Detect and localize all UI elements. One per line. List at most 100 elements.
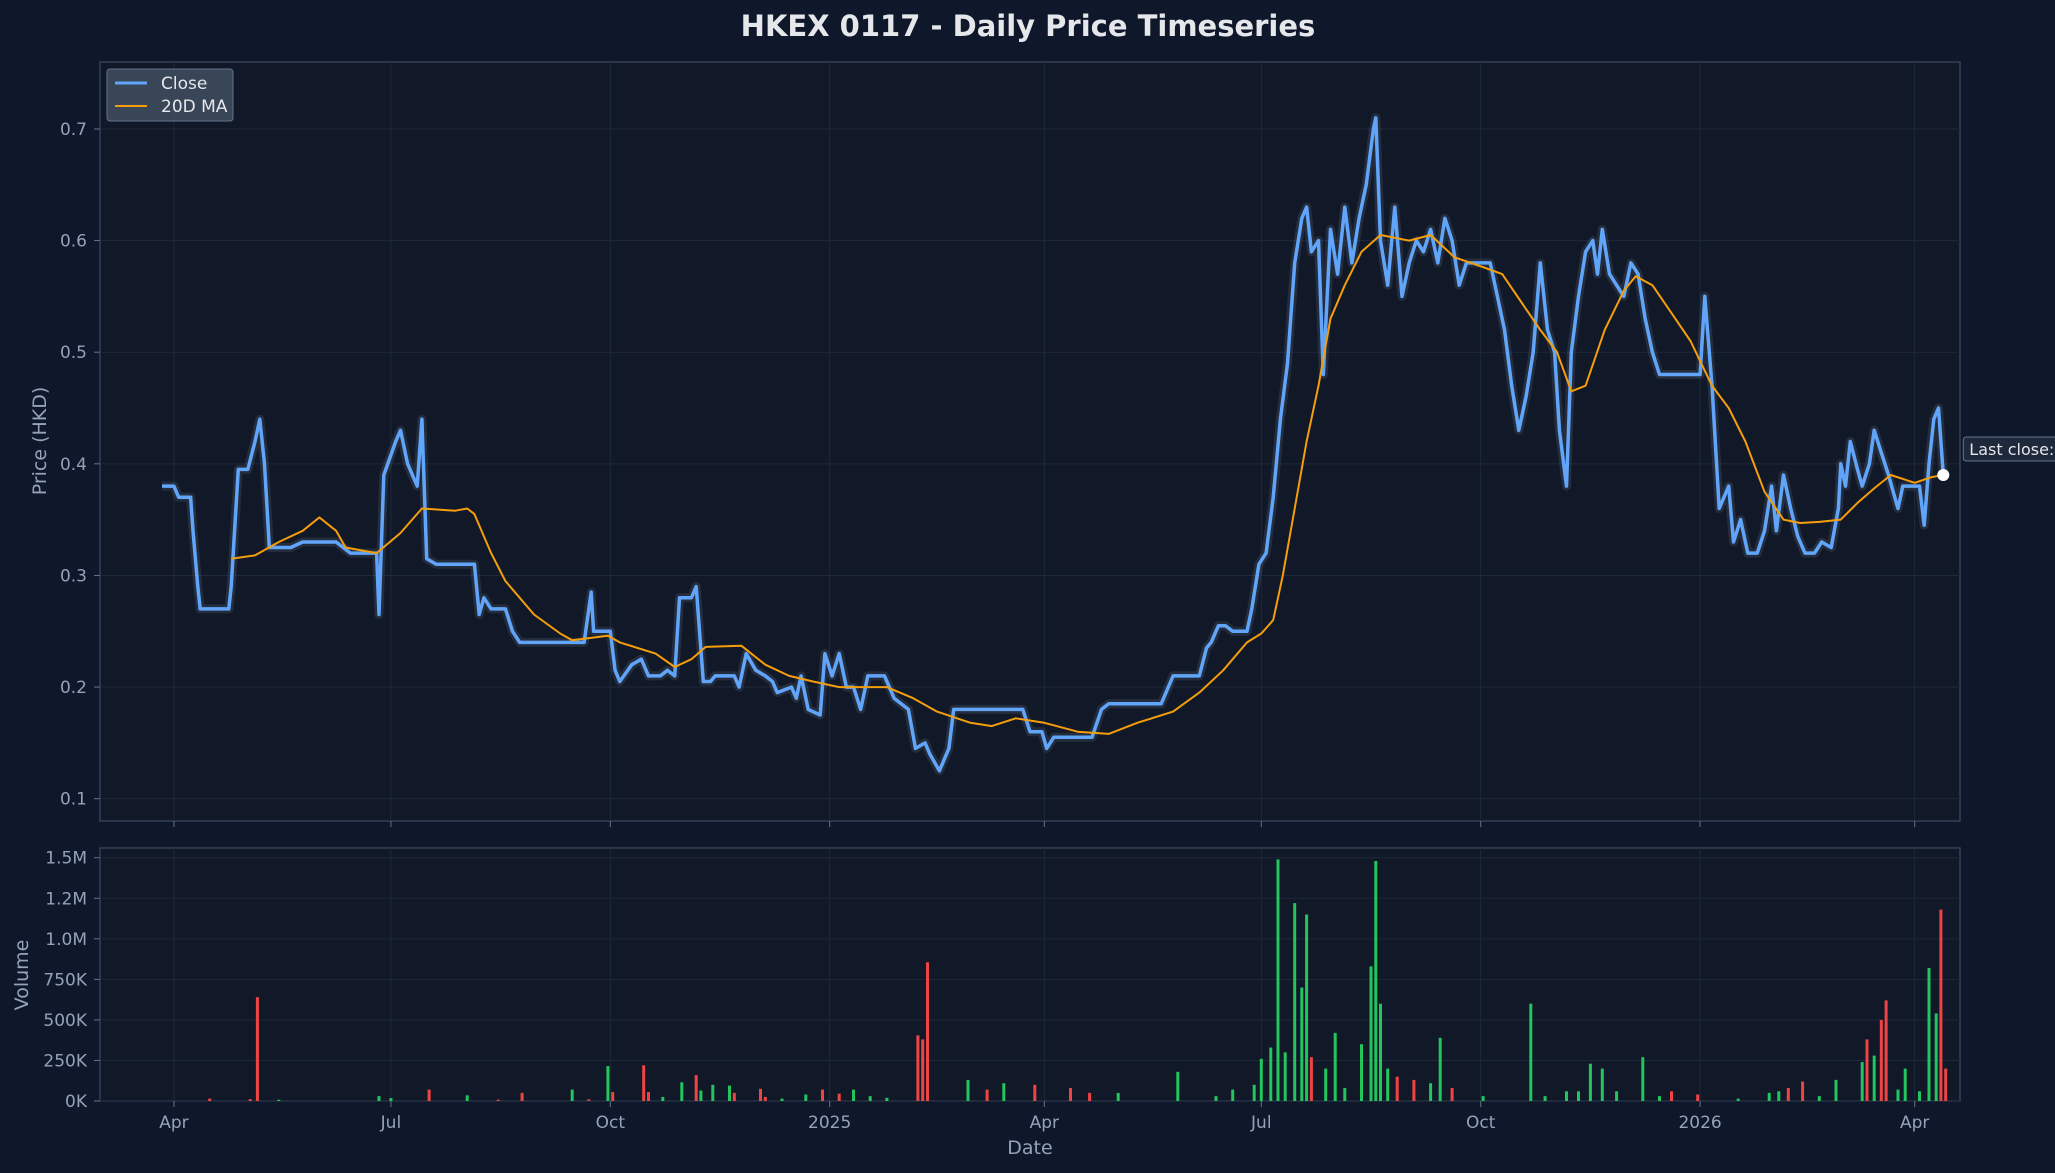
volume-bar <box>1450 1088 1454 1101</box>
price-x-ticks <box>173 821 1916 827</box>
price-ytick-label: 0.5 <box>60 343 87 363</box>
volume-bar <box>1360 1044 1363 1101</box>
legend-ma-label: 20D MA <box>161 97 228 117</box>
volume-bar <box>711 1084 715 1101</box>
volume-bar <box>732 1092 736 1101</box>
volume-bar <box>427 1089 431 1101</box>
close-line <box>162 116 1946 773</box>
volume-bar <box>1767 1092 1771 1101</box>
volume-bar <box>837 1093 841 1101</box>
volume-bar <box>1529 1003 1533 1101</box>
volume-bar <box>1269 1047 1273 1101</box>
legend-close-label: Close <box>161 74 207 94</box>
volume-bar <box>587 1099 591 1101</box>
last-close-label: Last close: 0.390 <box>1969 440 2055 459</box>
volume-bar <box>496 1099 500 1101</box>
volume-bar <box>642 1065 646 1101</box>
volume-bar <box>1860 1062 1864 1101</box>
volume-bar <box>1872 1055 1876 1101</box>
volume-bar <box>926 962 929 1101</box>
x-tick-label: Jul <box>1250 1113 1272 1133</box>
volume-bar <box>1543 1096 1547 1101</box>
volume-y-axis-label: Volume <box>11 940 33 1011</box>
volume-bar <box>1214 1096 1218 1101</box>
volume-panel <box>99 847 1961 1102</box>
volume-bar <box>699 1090 703 1101</box>
volume-bar <box>1834 1079 1838 1101</box>
volume-bar <box>985 1089 989 1101</box>
x-tick-label: 2025 <box>808 1113 851 1133</box>
volume-bar <box>1305 914 1309 1101</box>
price-grid <box>100 62 1960 821</box>
x-tick-label: 2026 <box>1678 1113 1721 1133</box>
volume-bar <box>1386 1068 1390 1101</box>
volume-bar <box>1116 1092 1120 1101</box>
volume-bar <box>277 1099 281 1101</box>
x-tick-label: Apr <box>1900 1113 1929 1133</box>
volume-bar <box>1293 903 1297 1101</box>
x-tick-label: Oct <box>596 1113 626 1133</box>
volume-bar <box>1934 1013 1938 1101</box>
volume-bar <box>1088 1092 1092 1101</box>
volume-bar <box>377 1096 381 1101</box>
volume-bar <box>606 1066 610 1101</box>
x-tick-label: Apr <box>1030 1113 1059 1133</box>
volume-bar <box>1600 1068 1604 1101</box>
volume-bar <box>868 1096 872 1101</box>
volume-bar <box>852 1089 855 1101</box>
volume-bar <box>1696 1094 1700 1101</box>
volume-bar <box>1176 1071 1180 1101</box>
chart-title: HKEX 0117 - Daily Price Timeseries <box>741 9 1316 43</box>
price-ytick-label: 0.1 <box>60 790 87 810</box>
volume-bar <box>1324 1068 1328 1101</box>
price-ytick-label: 0.3 <box>60 566 87 586</box>
x-tick-label: Jul <box>380 1113 402 1133</box>
volume-bar <box>1300 987 1304 1101</box>
volume-bar <box>1481 1096 1485 1101</box>
volume-bar <box>1069 1088 1072 1101</box>
volume-bar <box>465 1095 469 1101</box>
volume-bar <box>570 1089 574 1101</box>
volume-bar <box>1429 1083 1433 1101</box>
volume-bar <box>1374 861 1378 1101</box>
volume-ytick-label: 1.0M <box>45 930 87 950</box>
volume-bar <box>1879 1019 1883 1101</box>
price-ytick-label: 0.7 <box>60 120 87 140</box>
last-close-label-box <box>1962 436 2055 462</box>
volume-bar <box>1259 1058 1263 1101</box>
volume-bar <box>520 1092 524 1101</box>
volume-bar <box>1896 1089 1900 1101</box>
volume-ytick-label: 1.5M <box>45 849 87 869</box>
volume-bars <box>208 859 1948 1102</box>
volume-ytick-label: 750K <box>43 970 87 990</box>
volume-bar <box>1379 1003 1382 1101</box>
legend: Close 20D MA <box>106 68 234 122</box>
volume-bar <box>966 1079 970 1101</box>
volume-bar <box>1801 1081 1805 1101</box>
price-ytick-label: 0.6 <box>60 232 87 252</box>
volume-bar <box>1670 1091 1673 1101</box>
volume-bar <box>1786 1088 1790 1101</box>
volume-bar <box>661 1096 665 1101</box>
volume-ytick-label: 1.2M <box>45 889 87 909</box>
volume-bar <box>1736 1098 1740 1101</box>
volume-bar <box>611 1092 615 1101</box>
volume-bar <box>763 1096 767 1101</box>
volume-bar <box>1577 1091 1580 1101</box>
last-close-annotation: Last close: 0.390 <box>1937 436 2055 481</box>
volume-bar <box>1252 1084 1256 1101</box>
volume-bar <box>248 1099 252 1101</box>
volume-bar <box>389 1098 393 1101</box>
price-ytick-label: 0.2 <box>60 678 87 698</box>
volume-bar <box>1588 1063 1592 1101</box>
volume-bar <box>1658 1096 1661 1101</box>
volume-bar <box>1343 1088 1347 1101</box>
volume-bar <box>1927 968 1931 1101</box>
x-tick-label: Apr <box>159 1113 188 1133</box>
volume-bar <box>1283 1052 1287 1101</box>
volume-bar <box>1944 1068 1948 1101</box>
volume-bar <box>647 1092 650 1101</box>
volume-bar <box>1276 859 1280 1101</box>
volume-bar <box>885 1097 889 1101</box>
volume-bar <box>1438 1037 1442 1102</box>
